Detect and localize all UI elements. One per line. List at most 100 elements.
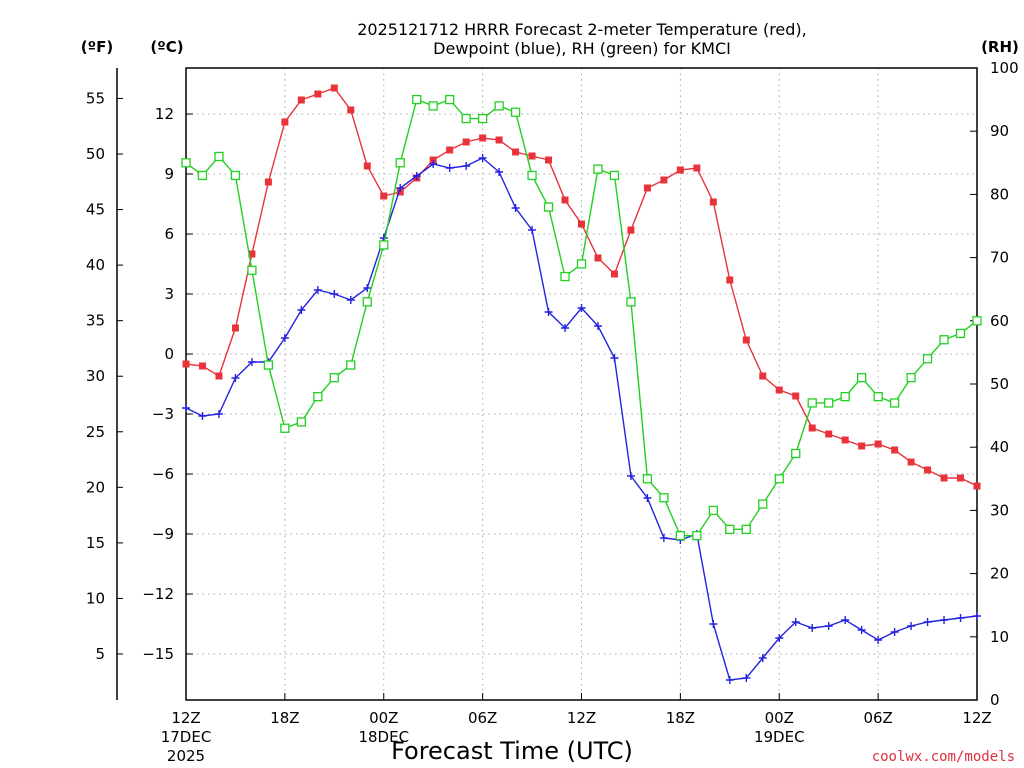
rh-point bbox=[642, 474, 653, 484]
dewpoint-point bbox=[775, 634, 784, 642]
temperature-point bbox=[940, 474, 948, 482]
rh-point bbox=[560, 271, 570, 282]
dewpoint-point bbox=[610, 354, 619, 362]
dewpoint-point bbox=[791, 618, 800, 626]
temperature-point bbox=[775, 386, 783, 394]
temperature-point bbox=[281, 118, 289, 126]
rh-point bbox=[659, 493, 669, 503]
dewpoint-point bbox=[198, 412, 207, 420]
rh-tick-label: 20 bbox=[990, 565, 1009, 583]
rh-point bbox=[889, 398, 900, 408]
rh-point bbox=[247, 265, 257, 275]
dewpoint-point bbox=[593, 322, 602, 330]
temperature-point bbox=[578, 220, 585, 228]
fahrenheit-tick-label: 50 bbox=[86, 145, 105, 163]
rh-point bbox=[296, 417, 307, 427]
fahrenheit-tick-label: 55 bbox=[86, 89, 105, 107]
rh-point bbox=[445, 94, 455, 105]
dewpoint-point bbox=[824, 622, 833, 630]
temperature-point bbox=[495, 136, 503, 144]
rh-unit-label: (RH) bbox=[981, 38, 1019, 56]
dewpoint-point bbox=[725, 676, 734, 684]
x-axis-title: Forecast Time (UTC) bbox=[391, 737, 633, 765]
rh-tick-label: 90 bbox=[990, 122, 1009, 140]
dewpoint-point bbox=[874, 636, 883, 644]
temperature-point bbox=[248, 250, 256, 258]
temperature-point bbox=[874, 440, 882, 448]
rh-point bbox=[758, 499, 768, 509]
celsius-tick-label: −6 bbox=[152, 465, 174, 483]
dewpoint-point bbox=[857, 626, 866, 634]
temperature-point bbox=[363, 162, 371, 170]
fahrenheit-tick-label: 20 bbox=[86, 478, 105, 496]
rh-point bbox=[362, 297, 372, 307]
rh-point bbox=[856, 373, 867, 383]
dewpoint-point bbox=[297, 306, 306, 314]
x-tick-label: 18Z bbox=[270, 709, 299, 727]
rh-point bbox=[609, 170, 620, 181]
temperature-point bbox=[709, 198, 717, 206]
temperature-point bbox=[726, 276, 734, 284]
celsius-unit-label: (ºC) bbox=[150, 38, 183, 56]
dewpoint-point bbox=[231, 374, 240, 382]
dewpoint-point bbox=[940, 616, 949, 624]
fahrenheit-tick-label: 35 bbox=[86, 312, 105, 330]
rh-point bbox=[791, 448, 801, 459]
temperature-point bbox=[545, 156, 553, 164]
temperature-point bbox=[314, 90, 322, 98]
dewpoint-point bbox=[429, 160, 438, 168]
dewpoint-point bbox=[445, 164, 454, 172]
rh-point bbox=[675, 531, 686, 541]
dewpoint-point bbox=[561, 324, 570, 332]
celsius-tick-label: 12 bbox=[155, 105, 174, 123]
dewpoint-point bbox=[544, 308, 553, 316]
rh-tick-label: 100 bbox=[990, 59, 1019, 77]
rh-point bbox=[939, 335, 949, 345]
rh-tick-label: 30 bbox=[990, 501, 1009, 519]
rh-tick-label: 80 bbox=[990, 185, 1009, 203]
celsius-tick-label: −15 bbox=[142, 645, 174, 663]
dewpoint-point bbox=[214, 410, 223, 418]
rh-point bbox=[906, 373, 916, 383]
temperature-point bbox=[479, 134, 487, 142]
celsius-tick-label: 9 bbox=[164, 165, 174, 183]
temperature-point bbox=[808, 424, 816, 432]
dewpoint-point bbox=[956, 614, 965, 622]
fahrenheit-tick-label: 5 bbox=[95, 645, 105, 663]
dewpoint-point bbox=[280, 334, 289, 342]
rh-tick-label: 50 bbox=[990, 375, 1009, 393]
temperature-point bbox=[973, 482, 981, 490]
rh-point bbox=[955, 328, 966, 339]
chart-title-line-1: 2025121712 HRRR Forecast 2-meter Tempera… bbox=[357, 20, 807, 39]
x-tick-label: 00Z bbox=[369, 709, 398, 727]
rh-tick-label: 70 bbox=[990, 249, 1009, 267]
fahrenheit-tick-label: 15 bbox=[86, 534, 105, 552]
dewpoint-point bbox=[313, 286, 322, 294]
x-tick-label: 12Z bbox=[171, 709, 200, 727]
temperature-point bbox=[924, 466, 932, 474]
dewpoint-point bbox=[528, 226, 537, 234]
credit-text: coolwx.com/models bbox=[872, 749, 1015, 765]
rh-point bbox=[477, 113, 488, 124]
temperature-point bbox=[330, 84, 338, 92]
temperature-series bbox=[182, 84, 981, 490]
rh-point bbox=[379, 240, 389, 250]
temperature-point bbox=[512, 148, 520, 156]
temperature-point bbox=[742, 336, 750, 344]
dewpoint-point bbox=[907, 622, 916, 630]
temperature-point bbox=[643, 184, 651, 192]
rh-point bbox=[230, 170, 241, 181]
rh-point bbox=[972, 316, 982, 326]
rh-point bbox=[280, 423, 290, 433]
fahrenheit-tick-label: 45 bbox=[86, 201, 105, 219]
temperature-point bbox=[446, 146, 454, 154]
dewpoint-point bbox=[890, 628, 899, 636]
temperature-point bbox=[231, 324, 239, 332]
celsius-axis: 12 9 6 3 0 −3 −6 −9 −12 −15 bbox=[142, 105, 193, 663]
rh-point bbox=[313, 391, 323, 402]
rh-point bbox=[576, 259, 587, 269]
rh-point bbox=[807, 398, 817, 408]
temperature-point bbox=[297, 96, 305, 104]
x-tick-label: 00Z bbox=[765, 709, 794, 727]
chart-title-line-2: Dewpoint (blue), RH (green) for KMCI bbox=[433, 39, 731, 58]
